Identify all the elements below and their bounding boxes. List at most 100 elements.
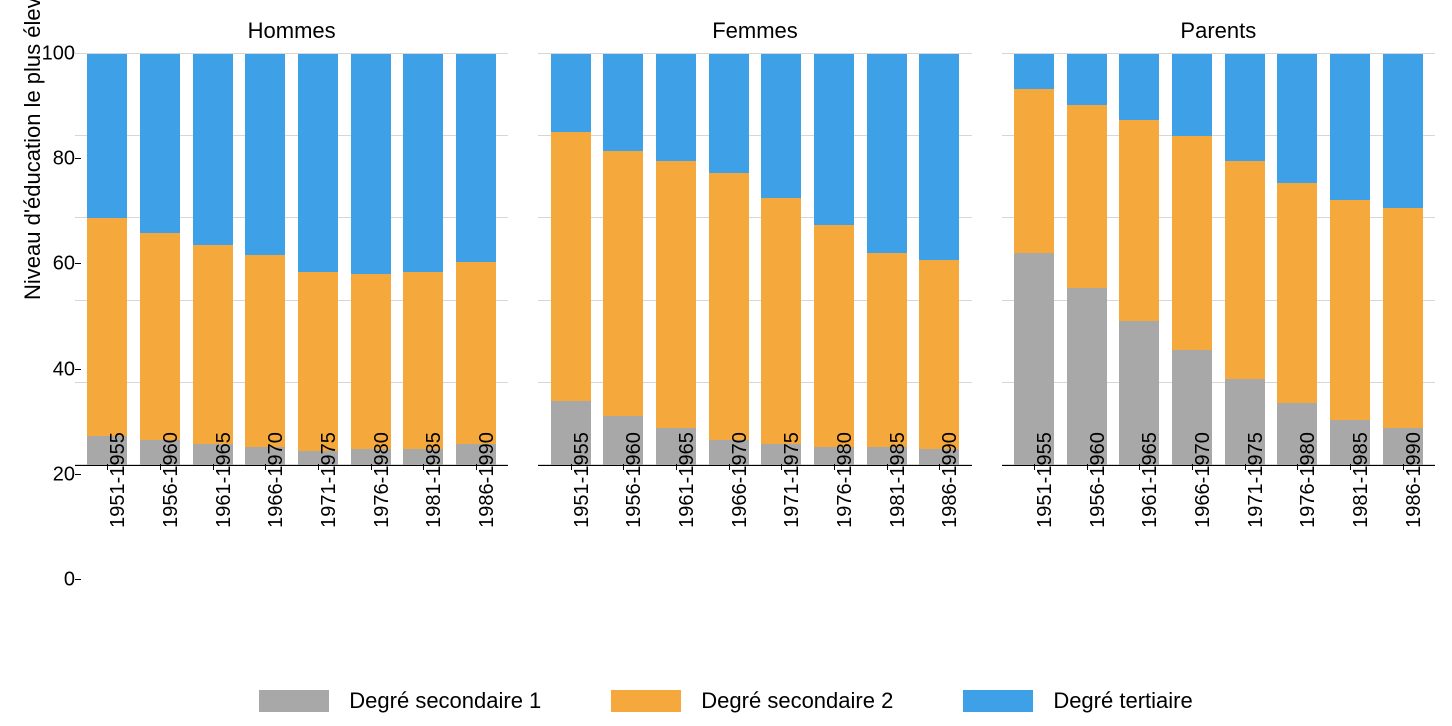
legend: Degré secondaire 1 Degré secondaire 2 Degr…	[0, 688, 1452, 714]
bar-segment-secondaire2	[761, 198, 801, 445]
bars-row	[1002, 54, 1435, 465]
y-axis: 020406080100	[45, 54, 75, 580]
bar-segment-secondaire2	[456, 262, 496, 445]
bar-segment-secondaire2	[1383, 208, 1423, 428]
legend-item: Degré secondaire 2	[611, 688, 893, 714]
x-labels: 1951-19551956-19601961-19651966-19701971…	[538, 470, 971, 580]
bar-segment-tertiaire	[403, 54, 443, 272]
x-label-text: 1986-1990	[476, 432, 499, 528]
bar-segment-secondaire2	[1330, 200, 1370, 420]
plot-area	[538, 54, 971, 466]
bar	[298, 54, 338, 465]
bar-segment-secondaire2	[656, 161, 696, 428]
bar-segment-tertiaire	[87, 54, 127, 218]
panel: Hommes1951-19551956-19601961-19651966-19…	[75, 20, 508, 580]
bar-segment-tertiaire	[351, 54, 391, 274]
plot-area	[75, 54, 508, 466]
legend-item: Degré tertiaire	[963, 688, 1192, 714]
bar-segment-tertiaire	[1330, 54, 1370, 200]
x-label-text: 1986-1990	[1403, 432, 1426, 528]
bar-segment-secondaire2	[1225, 161, 1265, 379]
bar-segment-secondaire2	[709, 173, 749, 440]
x-label-text: 1971-1975	[781, 432, 804, 528]
panel: Parents1951-19551956-19601961-19651966-1…	[1002, 20, 1435, 580]
bar-segment-secondaire2	[603, 151, 643, 416]
bar	[87, 54, 127, 465]
panel: Femmes 1951-19551956-19601961-19651966-19…	[538, 20, 971, 580]
bar-segment-secondaire2	[1119, 120, 1159, 321]
legend-swatch	[259, 690, 329, 712]
x-label-text: 1986-1990	[939, 432, 962, 528]
x-label-text: 1951-1955	[571, 432, 594, 528]
bar-segment-tertiaire	[551, 54, 591, 132]
x-label-text: 1976-1980	[1297, 432, 1320, 528]
x-labels: 1951-19551956-19601961-19651966-19701971…	[75, 470, 508, 580]
legend-swatch	[611, 690, 681, 712]
legend-label: Degré secondaire 1	[349, 688, 541, 714]
bar-segment-secondaire2	[1014, 89, 1054, 253]
bar-segment-secondaire2	[351, 274, 391, 449]
legend-swatch	[963, 690, 1033, 712]
bar-segment-secondaire2	[919, 260, 959, 449]
x-label-text: 1966-1970	[265, 432, 288, 528]
y-tick-label: 0	[64, 569, 75, 592]
bar	[761, 54, 801, 465]
bar	[603, 54, 643, 465]
bar	[814, 54, 854, 465]
panel-title: Femmes	[538, 20, 971, 54]
bar	[193, 54, 233, 465]
bar-segment-tertiaire	[140, 54, 180, 233]
bar	[351, 54, 391, 465]
bar-segment-tertiaire	[1277, 54, 1317, 183]
bar	[656, 54, 696, 465]
y-tick-label: 20	[53, 463, 75, 486]
y-tick-label: 80	[53, 148, 75, 171]
bar	[140, 54, 180, 465]
x-label-text: 1956-1960	[1087, 432, 1110, 528]
bar	[1225, 54, 1265, 465]
x-label-text: 1951-1955	[107, 432, 130, 528]
x-label-text: 1961-1965	[1139, 432, 1162, 528]
bar-segment-tertiaire	[603, 54, 643, 151]
bar-segment-tertiaire	[656, 54, 696, 161]
bar-segment-tertiaire	[193, 54, 233, 245]
x-label-text: 1961-1965	[676, 432, 699, 528]
x-label-text: 1971-1975	[318, 432, 341, 528]
bar-segment-tertiaire	[867, 54, 907, 253]
bar	[867, 54, 907, 465]
bar-segment-secondaire2	[551, 132, 591, 401]
bar-segment-tertiaire	[761, 54, 801, 198]
bar-segment-secondaire2	[403, 272, 443, 449]
x-label-text: 1956-1960	[160, 432, 183, 528]
bar	[456, 54, 496, 465]
x-label-text: 1966-1970	[1192, 432, 1215, 528]
bar-segment-tertiaire	[1119, 54, 1159, 120]
x-label-text: 1976-1980	[371, 432, 394, 528]
bar	[245, 54, 285, 465]
bars-row	[538, 54, 971, 465]
bar-segment-tertiaire	[1172, 54, 1212, 136]
bar-segment-tertiaire	[1067, 54, 1107, 105]
bar-segment-tertiaire	[919, 54, 959, 260]
x-label-text: 1951-1955	[1034, 432, 1057, 528]
x-label-text: 1956-1960	[623, 432, 646, 528]
bar-segment-secondaire2	[193, 245, 233, 444]
bar	[1067, 54, 1107, 465]
bar-segment-tertiaire	[298, 54, 338, 272]
y-tick-label: 100	[42, 43, 75, 66]
bar-segment-tertiaire	[456, 54, 496, 262]
bar-segment-secondaire2	[298, 272, 338, 451]
bar-segment-secondaire2	[87, 218, 127, 436]
bar	[1277, 54, 1317, 465]
x-label-text: 1981-1985	[887, 432, 910, 528]
bar-segment-secondaire2	[140, 233, 180, 441]
bar-segment-tertiaire	[1014, 54, 1054, 89]
x-label-text: 1976-1980	[834, 432, 857, 528]
y-tick-label: 60	[53, 253, 75, 276]
bar	[1383, 54, 1423, 465]
bar-segment-tertiaire	[709, 54, 749, 173]
bar	[709, 54, 749, 465]
chart-panels: Hommes1951-19551956-19601961-19651966-19…	[75, 20, 1435, 580]
bar	[403, 54, 443, 465]
bar	[1172, 54, 1212, 465]
